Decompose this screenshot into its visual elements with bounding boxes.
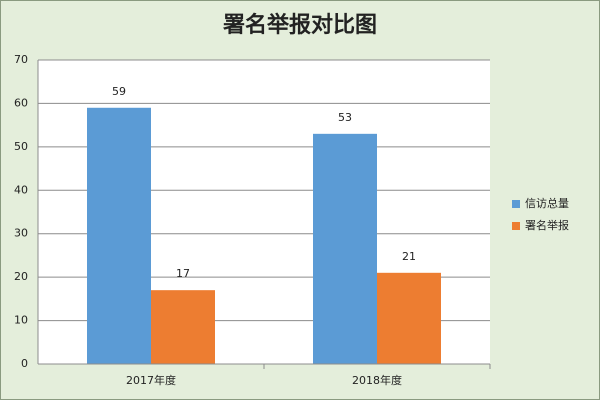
y-tick-label: 30 — [14, 227, 28, 240]
y-tick-label: 0 — [21, 357, 28, 370]
data-label: 17 — [176, 267, 190, 280]
data-label: 21 — [402, 250, 416, 263]
legend-swatch — [512, 222, 520, 230]
y-tick-label: 60 — [14, 96, 28, 109]
bar — [151, 290, 215, 364]
y-tick-label: 40 — [14, 183, 28, 196]
y-tick-label: 20 — [14, 270, 28, 283]
bar — [377, 272, 441, 364]
x-tick-label: 2018年度 — [352, 373, 402, 387]
legend-label: 信访总量 — [525, 196, 569, 210]
data-label: 59 — [112, 85, 126, 98]
x-tick-label: 2017年度 — [126, 373, 176, 387]
chart-title: 署名举报对比图 — [222, 12, 377, 38]
data-label: 53 — [338, 111, 352, 124]
bar — [313, 133, 377, 364]
legend-swatch — [512, 200, 520, 208]
bar — [87, 107, 151, 365]
y-tick-label: 10 — [14, 314, 28, 327]
y-tick-label: 50 — [14, 140, 28, 153]
legend-label: 署名举报 — [525, 218, 569, 232]
y-tick-label: 70 — [14, 53, 28, 66]
